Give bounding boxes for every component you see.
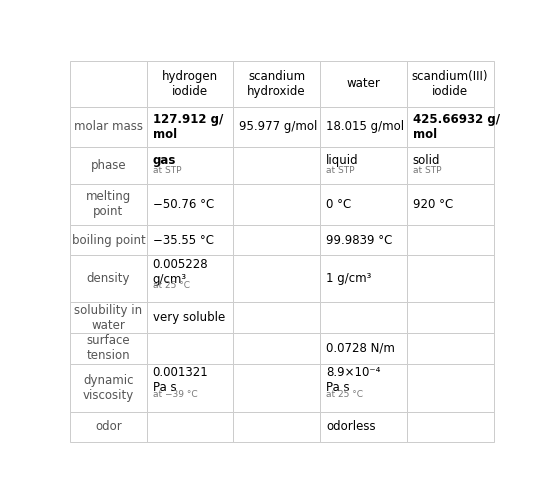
Text: 127.912 g/
mol: 127.912 g/ mol [152,113,223,141]
Bar [320,364,407,412]
Bar [407,147,494,184]
Text: 0.005228
g/cm³: 0.005228 g/cm³ [152,258,208,286]
Text: gas: gas [152,154,176,166]
Bar [233,302,320,333]
Bar [233,364,320,412]
Text: scandium
hydroxide: scandium hydroxide [247,70,306,98]
Text: liquid: liquid [326,154,359,166]
Bar [70,255,146,302]
Bar [233,184,320,225]
Text: dynamic
viscosity: dynamic viscosity [83,374,134,402]
Text: water: water [347,78,381,90]
Bar [407,225,494,255]
Bar [233,61,320,107]
Bar [146,61,233,107]
Text: scandium(III)
iodide: scandium(III) iodide [412,70,488,98]
Text: odor: odor [95,420,122,433]
Text: surface
tension: surface tension [87,334,130,362]
Text: boiling point: boiling point [72,234,145,247]
Text: solubility in
water: solubility in water [74,304,143,331]
Bar [233,333,320,364]
Text: phase: phase [91,159,126,172]
Text: 1 g/cm³: 1 g/cm³ [326,272,371,286]
Bar [70,364,146,412]
Bar [146,333,233,364]
Bar [320,225,407,255]
Text: molar mass: molar mass [74,121,143,133]
Bar [70,184,146,225]
Text: 920 °C: 920 °C [413,198,453,211]
Bar [146,225,233,255]
Text: very soluble: very soluble [152,311,225,324]
Text: −50.76 °C: −50.76 °C [152,198,214,211]
Text: 0.0728 N/m: 0.0728 N/m [326,342,395,355]
Bar [70,147,146,184]
Text: 99.9839 °C: 99.9839 °C [326,234,393,247]
Bar [146,107,233,147]
Bar [70,333,146,364]
Bar [320,61,407,107]
Bar [407,61,494,107]
Text: 95.977 g/mol: 95.977 g/mol [239,121,318,133]
Bar [146,412,233,442]
Bar [70,412,146,442]
Text: 0.001321
Pa s: 0.001321 Pa s [152,367,209,394]
Bar [320,184,407,225]
Text: at 25 °C: at 25 °C [326,390,363,399]
Bar [233,225,320,255]
Text: at STP: at STP [326,166,354,175]
Text: odorless: odorless [326,420,376,433]
Text: density: density [87,272,130,286]
Bar [320,333,407,364]
Bar [70,107,146,147]
Bar [233,147,320,184]
Bar [407,184,494,225]
Bar [70,302,146,333]
Bar [407,333,494,364]
Bar [407,107,494,147]
Bar [320,302,407,333]
Text: at STP: at STP [413,166,441,175]
Text: 425.66932 g/
mol: 425.66932 g/ mol [413,113,500,141]
Bar [146,147,233,184]
Bar [146,255,233,302]
Bar [146,302,233,333]
Text: 0 °C: 0 °C [326,198,351,211]
Text: hydrogen
iodide: hydrogen iodide [162,70,218,98]
Bar [407,412,494,442]
Text: melting
point: melting point [86,191,131,218]
Text: at STP: at STP [152,166,181,175]
Text: 18.015 g/mol: 18.015 g/mol [326,121,404,133]
Text: −35.55 °C: −35.55 °C [152,234,213,247]
Bar [233,255,320,302]
Bar [146,364,233,412]
Bar [320,255,407,302]
Bar [70,61,146,107]
Bar [407,302,494,333]
Bar [320,147,407,184]
Text: at −39 °C: at −39 °C [152,390,197,399]
Text: at 25 °C: at 25 °C [152,281,189,289]
Bar [70,225,146,255]
Text: 8.9×10⁻⁴
Pa s: 8.9×10⁻⁴ Pa s [326,367,381,394]
Bar [320,107,407,147]
Bar [407,255,494,302]
Bar [233,107,320,147]
Bar [320,412,407,442]
Bar [146,184,233,225]
Bar [233,412,320,442]
Text: solid: solid [413,154,440,166]
Bar [407,364,494,412]
